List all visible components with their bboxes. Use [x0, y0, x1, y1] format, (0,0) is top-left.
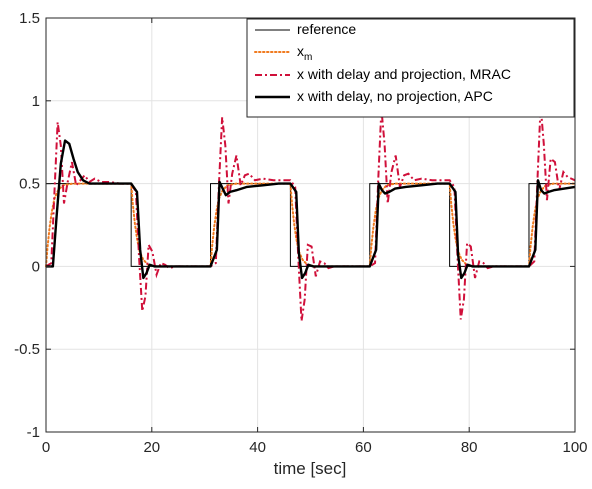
y-tick-label: -0.5: [14, 341, 40, 358]
legend-label: reference: [297, 21, 356, 37]
legend-box: [246, 18, 575, 118]
legend-reference: reference: [255, 21, 356, 37]
legend-mrac: x with delay and projection, MRAC: [255, 66, 511, 82]
legend-label: x with delay and projection, MRAC: [297, 66, 511, 82]
legend-subscript: m: [304, 52, 312, 63]
tick-labels: 0 20 40 60 80 100 -1 -0.5 0 0.5 1 1.5: [14, 10, 587, 456]
x-tick-label: 40: [249, 439, 266, 456]
axes: [45, 17, 576, 433]
y-tick-label: -1: [27, 424, 40, 441]
apc-line: [46, 139, 576, 280]
legend-label: x with delay, no projection, APC: [297, 88, 493, 104]
y-tick-label: 1: [32, 93, 40, 110]
x-tick-label: 60: [355, 439, 372, 456]
x-tick-label: 100: [562, 439, 587, 456]
x-tick-label: 0: [42, 439, 50, 456]
y-tick-label: 1.5: [19, 10, 40, 27]
y-tick-label: 0: [32, 258, 40, 275]
axes-box: [45, 17, 576, 433]
x-axis-label: time [sec]: [274, 459, 347, 478]
series-group: [45, 105, 576, 322]
y-tick-label: 0.5: [19, 176, 40, 193]
x-tick-label: 20: [143, 439, 160, 456]
x-tick-label: 80: [461, 439, 478, 456]
legend-apc: x with delay, no projection, APC: [255, 88, 493, 104]
